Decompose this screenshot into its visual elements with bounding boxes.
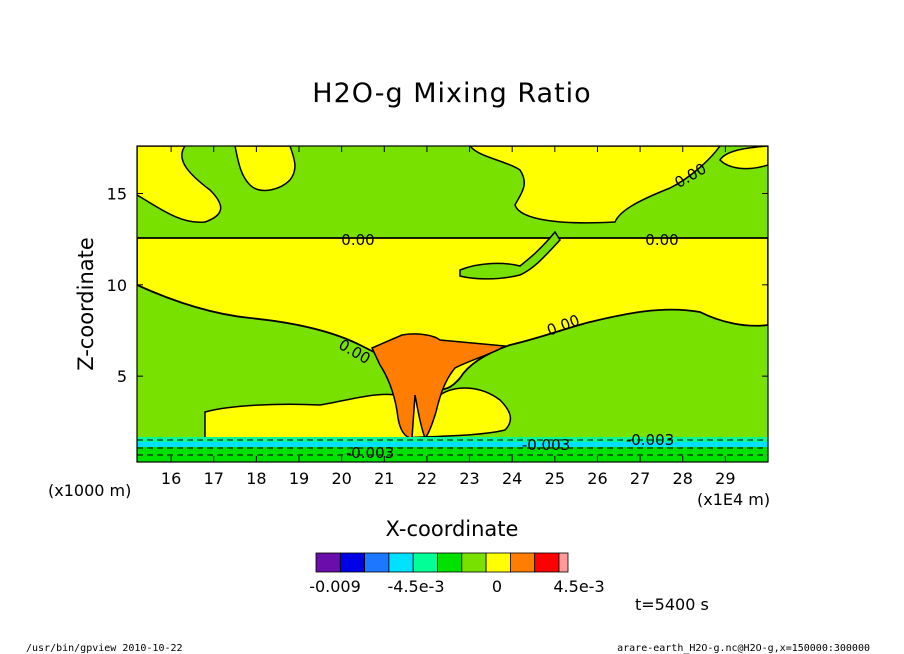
footer-left: /usr/bin/gpview 2010-10-22	[26, 643, 183, 654]
y-tick-label: 5	[117, 367, 127, 386]
time-label: t=5400 s	[635, 595, 709, 614]
y-axis-label: Z-coordinate	[74, 237, 98, 371]
contour-label: -0.003	[626, 431, 674, 449]
colorbar-label: 0	[492, 577, 502, 596]
region-upper-left-positive	[137, 146, 222, 223]
colorbar	[315, 552, 569, 573]
region-middle-band-positive	[137, 237, 768, 391]
x-tick-label: 29	[715, 469, 735, 488]
region-upper-right-positive	[469, 146, 721, 224]
region-boundary-layer-blue	[137, 442, 768, 447]
x-tick-label: 26	[587, 469, 607, 488]
x-tick-label: 28	[673, 469, 693, 488]
x-axis-ticks: 16 17 18 19 20 21 22 23 24 25 26 27 28 29	[161, 146, 736, 488]
colorbar-swatch	[558, 552, 569, 573]
colorbar-label: -0.009	[309, 577, 361, 596]
x-tick-label: 27	[630, 469, 650, 488]
x-tick-label: 21	[374, 469, 394, 488]
colorbar-swatch	[315, 552, 341, 573]
x-tick-label: 16	[161, 469, 181, 488]
contour-label: -0.003	[522, 436, 570, 454]
footer-right: arare-earth_H2O-g.nc@H2O-g,x=150000:3000…	[617, 643, 870, 654]
y-tick-label: 15	[107, 184, 127, 203]
chart-title: H2O-g Mixing Ratio	[312, 78, 591, 109]
region-boundary-layer-cyan	[137, 437, 768, 445]
colorbar-swatch	[412, 552, 438, 573]
colorbar-labels: -0.009 -4.5e-3 0 4.5e-3	[309, 577, 604, 596]
contour-label: 0.00	[645, 231, 678, 249]
colorbar-swatch	[461, 552, 487, 573]
colorbar-swatch	[339, 552, 365, 573]
x-tick-label: 19	[289, 469, 309, 488]
colorbar-label: 4.5e-3	[553, 577, 604, 596]
x-axis-label: X-coordinate	[386, 517, 519, 541]
contour-label: -0.003	[346, 444, 394, 462]
colorbar-swatch	[364, 552, 390, 573]
colorbar-swatch	[388, 552, 414, 573]
plot-frame	[136, 145, 769, 463]
x-tick-label: 20	[331, 469, 351, 488]
region-core-max	[370, 333, 508, 440]
colorbar-swatch	[437, 552, 463, 573]
y-tick-label: 10	[107, 276, 127, 295]
colorbar-swatch	[485, 552, 511, 573]
x-tick-label: 23	[459, 469, 479, 488]
colorbar-label: -4.5e-3	[387, 577, 444, 596]
contour-label: 0.00	[341, 231, 374, 249]
region-middle-pocket	[459, 230, 561, 280]
colorbar-swatch	[534, 552, 560, 573]
x-tick-label: 18	[246, 469, 266, 488]
x-tick-label: 24	[502, 469, 522, 488]
x-tick-label: 22	[417, 469, 437, 488]
region-upper-right-corner-positive	[719, 146, 768, 170]
x-axis-unit-right: (x1E4 m)	[697, 490, 770, 509]
plot-area	[136, 145, 769, 463]
colorbar-swatch	[509, 552, 536, 573]
x-axis-unit-left: (x1000 m)	[48, 481, 131, 500]
y-axis-ticks: 5 10 15	[107, 184, 768, 386]
x-tick-label: 25	[545, 469, 565, 488]
region-upper-middle-positive	[234, 146, 296, 192]
x-tick-label: 17	[204, 469, 224, 488]
